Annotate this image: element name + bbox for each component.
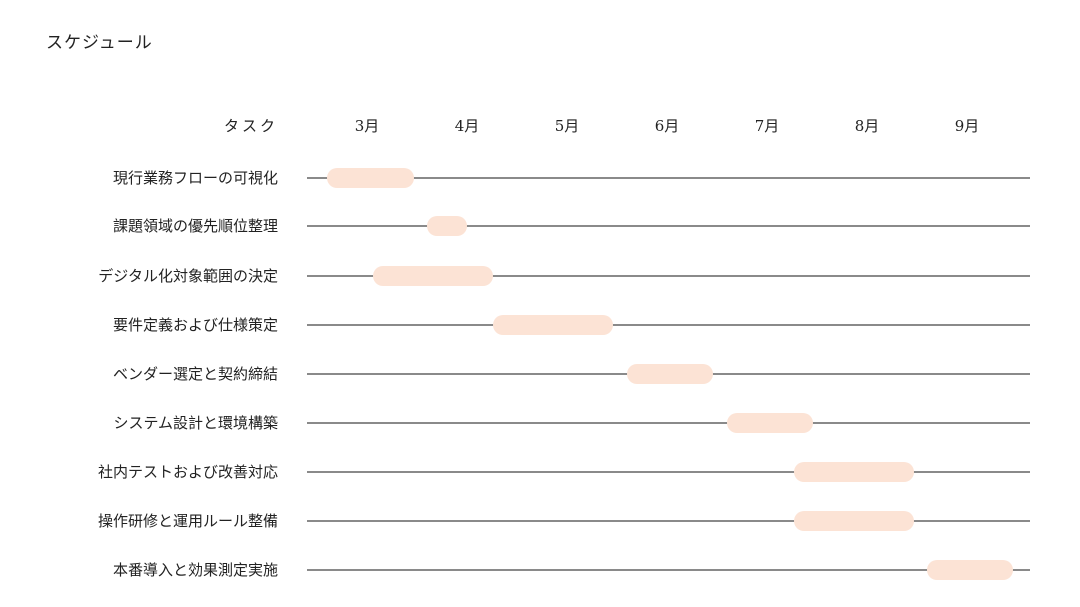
task-label: 現行業務フローの可視化 (113, 169, 278, 187)
task-label: 操作研修と運用ルール整備 (98, 512, 278, 530)
task-bar (794, 511, 914, 531)
task-bar (727, 413, 813, 433)
task-bar (373, 266, 493, 286)
month-tick-label: 7月 (755, 117, 780, 135)
task-column-header: タスク (224, 117, 278, 135)
month-tick-label: 8月 (855, 117, 880, 135)
task-bar (794, 462, 914, 482)
task-label: デジタル化対象範囲の決定 (98, 267, 278, 285)
task-label: 社内テストおよび改善対応 (98, 463, 278, 481)
month-tick-label: 9月 (955, 117, 980, 135)
task-label: ベンダー選定と契約締結 (113, 365, 278, 383)
month-tick-label: 3月 (355, 117, 380, 135)
month-tick-label: 4月 (455, 117, 480, 135)
task-bar (927, 560, 1013, 580)
task-label: 要件定義および仕様策定 (113, 316, 278, 334)
task-label: 課題領域の優先順位整理 (113, 217, 278, 235)
task-bar (427, 216, 467, 236)
task-bar (493, 315, 613, 335)
task-bar (327, 168, 414, 188)
task-bar (627, 364, 713, 384)
month-tick-label: 5月 (555, 117, 580, 135)
page-title: スケジュール (46, 33, 153, 53)
month-tick-label: 6月 (655, 117, 680, 135)
task-label: 本番導入と効果測定実施 (113, 561, 278, 579)
task-label: システム設計と環境構築 (113, 414, 278, 432)
